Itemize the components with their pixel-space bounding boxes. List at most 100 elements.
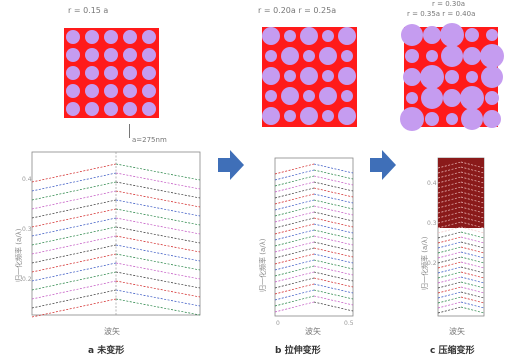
air-hole: [403, 68, 421, 86]
band-line: [460, 186, 485, 194]
panel-c-ytick: 0.4: [427, 180, 437, 187]
panel-b-top-label: r = 0.20a r = 0.25a: [258, 6, 337, 15]
panel-c-ytick: 0.3: [427, 220, 437, 227]
band-line: [460, 196, 485, 204]
air-hole: [300, 67, 318, 85]
band-line: [437, 166, 462, 174]
air-hole: [300, 107, 318, 125]
air-hole: [123, 30, 137, 44]
panel-a-top-label: r = 0.15 a: [68, 6, 109, 15]
band-line: [437, 271, 462, 279]
panel-b-y-label: 归一化频率 (a/λ): [259, 238, 267, 292]
air-hole: [406, 92, 418, 104]
lattice-a: [64, 28, 159, 118]
air-hole: [284, 70, 296, 82]
air-hole: [85, 66, 99, 80]
air-hole: [142, 66, 156, 80]
air-hole: [262, 107, 280, 125]
air-hole: [322, 70, 334, 82]
band-line: [313, 211, 354, 222]
dense-band-region: [438, 158, 484, 228]
band-line: [437, 211, 462, 219]
band-line: [460, 206, 485, 214]
air-hole: [123, 48, 137, 62]
band-line: [460, 291, 485, 299]
band-line: [437, 276, 462, 284]
air-hole: [400, 107, 424, 131]
band-line: [115, 280, 201, 298]
band-line: [460, 181, 485, 189]
air-hole: [405, 49, 419, 63]
air-hole: [281, 87, 299, 105]
band-line: [115, 190, 201, 208]
air-hole: [104, 102, 118, 116]
air-hole: [66, 102, 80, 116]
air-hole: [85, 102, 99, 116]
panel-c-x-label: 波矢: [449, 327, 465, 336]
air-hole: [446, 113, 458, 125]
band-line: [31, 280, 117, 300]
band-line: [313, 235, 354, 246]
air-hole: [303, 50, 315, 62]
air-hole: [445, 70, 459, 84]
band-line: [313, 163, 354, 174]
band-line: [115, 208, 201, 226]
air-hole: [303, 90, 315, 102]
band-line: [115, 217, 201, 235]
band-line: [31, 199, 117, 219]
band-line: [460, 191, 485, 199]
band-line: [115, 262, 201, 280]
band-line: [437, 231, 462, 239]
band-line: [437, 236, 462, 244]
band-line: [313, 199, 354, 210]
air-hole: [421, 87, 443, 109]
band-line: [313, 205, 354, 216]
band-line: [313, 223, 354, 234]
air-hole: [319, 47, 337, 65]
air-hole: [284, 30, 296, 42]
band-line: [313, 181, 354, 192]
band-line: [31, 298, 117, 318]
panel-b-x-label: 波矢: [305, 327, 321, 336]
air-hole: [142, 30, 156, 44]
band-line: [460, 261, 485, 269]
band-line: [313, 175, 354, 186]
band-line: [437, 291, 462, 299]
band-line: [115, 172, 201, 190]
air-hole: [443, 89, 461, 107]
band-line: [460, 286, 485, 294]
air-hole: [123, 84, 137, 98]
band-line: [460, 241, 485, 249]
panel-b-caption: b 拉伸变形: [275, 346, 321, 356]
band-line: [115, 271, 201, 289]
air-hole: [460, 86, 484, 110]
air-hole: [461, 108, 483, 130]
band-line: [437, 246, 462, 254]
panel-c-top-label-2: r = 0.35a r = 0.40a: [407, 10, 476, 18]
band-line: [31, 172, 117, 192]
air-hole: [123, 66, 137, 80]
air-hole: [338, 27, 356, 45]
band-line: [115, 163, 201, 181]
band-line: [437, 266, 462, 274]
air-hole: [466, 71, 478, 83]
band-line: [437, 261, 462, 269]
air-hole: [322, 110, 334, 122]
band-line: [31, 271, 117, 291]
air-hole: [265, 90, 277, 102]
band-line: [460, 296, 485, 304]
air-hole: [85, 48, 99, 62]
band-line: [313, 247, 354, 258]
band-diagram-c: [437, 157, 485, 317]
band-line: [460, 166, 485, 174]
air-hole: [85, 30, 99, 44]
panel-a-ytick: 0.4: [22, 176, 32, 183]
band-line: [460, 266, 485, 274]
band-line: [437, 191, 462, 199]
band-line: [115, 199, 201, 217]
band-line: [437, 251, 462, 259]
air-hole: [142, 84, 156, 98]
band-line: [31, 217, 117, 237]
air-hole: [425, 112, 439, 126]
air-hole: [284, 110, 296, 122]
